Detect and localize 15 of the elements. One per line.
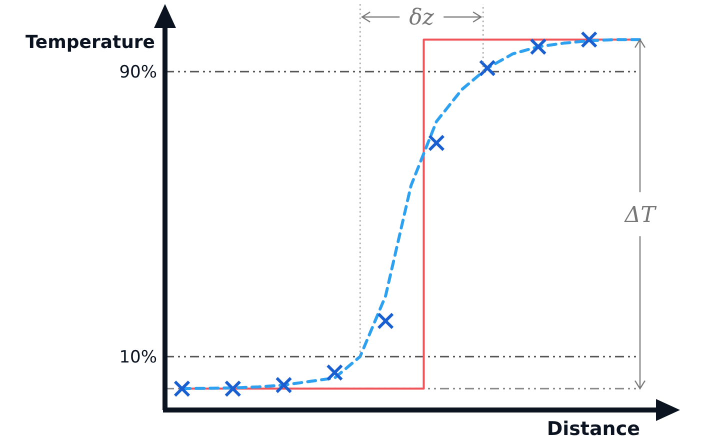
point [224,380,242,398]
point [478,60,496,77]
y-tick-label: 10% [119,348,157,368]
point [580,31,598,48]
x-axis-title: Distance [546,418,640,440]
point [377,312,394,330]
point [275,376,292,394]
annotation: δz [409,6,434,31]
point [326,364,344,382]
annotation: ΔT [624,202,658,228]
y-axis-title: Temperature [26,32,155,53]
point [174,380,190,398]
point [530,38,547,56]
y-tick-label: 90% [119,62,157,83]
point [428,134,445,152]
